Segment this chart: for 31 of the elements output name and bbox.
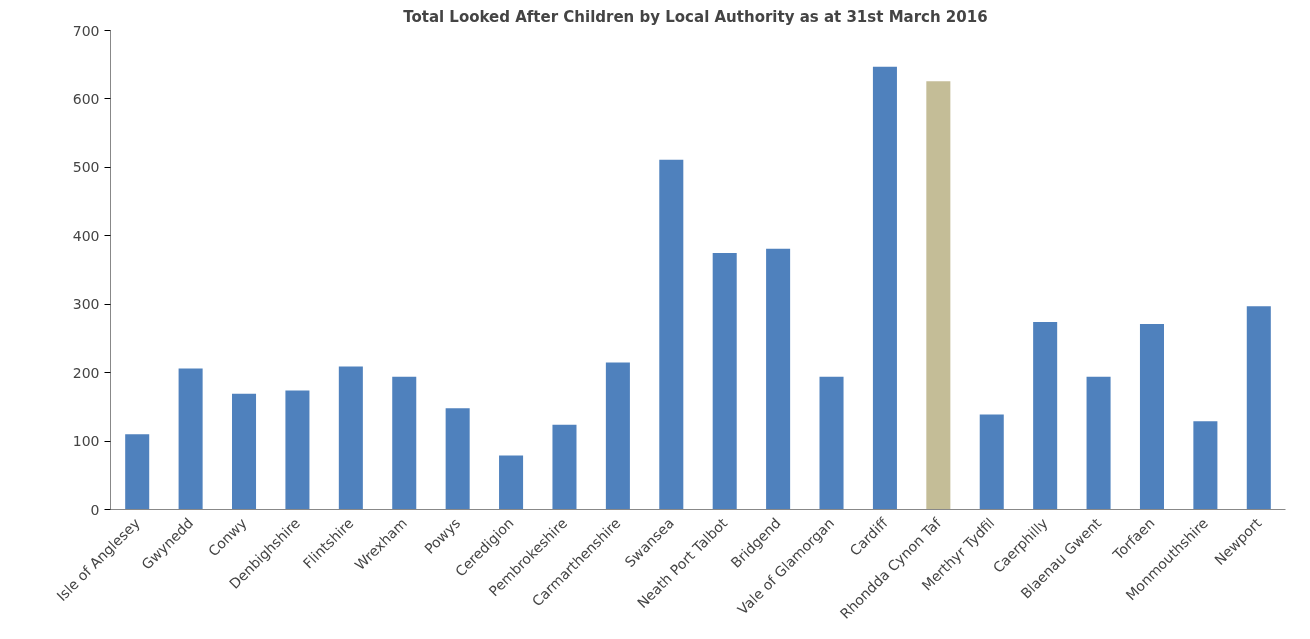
bar [872, 66, 897, 510]
bar [1193, 421, 1218, 510]
bar [552, 424, 577, 510]
bar [125, 434, 150, 510]
bar [178, 368, 203, 510]
y-tick-label: 600 [72, 90, 100, 107]
y-tick-label: 500 [72, 159, 100, 176]
bar [232, 393, 257, 510]
bar [338, 366, 363, 510]
bar [445, 408, 470, 510]
bar [979, 414, 1004, 510]
y-tick-label: 0 [90, 501, 100, 518]
bar [499, 455, 524, 510]
bar [712, 252, 737, 510]
bar [659, 159, 684, 510]
bar [1139, 324, 1164, 510]
bar [1246, 306, 1271, 510]
bar [392, 376, 417, 510]
bar [1033, 322, 1058, 510]
bar [1086, 376, 1111, 510]
bar [285, 390, 310, 510]
y-tick-label: 300 [72, 296, 100, 313]
bar [766, 248, 791, 510]
bar [605, 362, 630, 510]
y-tick-label: 700 [72, 22, 100, 39]
bar [819, 376, 844, 510]
y-tick-label: 200 [72, 364, 100, 381]
y-tick-label: 400 [72, 227, 100, 244]
y-tick-label: 100 [72, 433, 100, 450]
bar [926, 81, 951, 510]
chart-title: Total Looked After Children by Local Authority as at 31st March 2016 [403, 7, 988, 26]
